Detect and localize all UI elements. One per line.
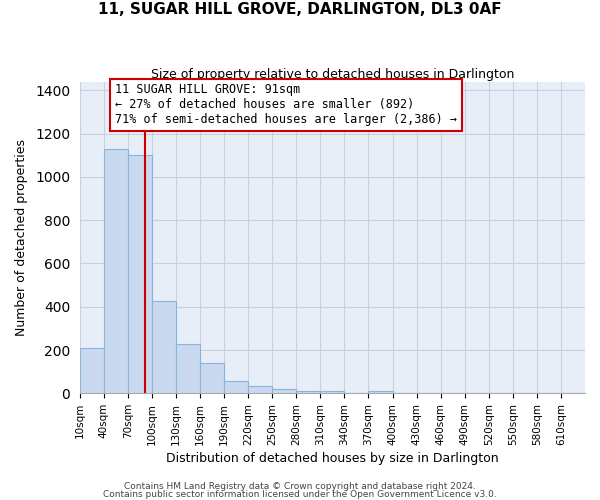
- Bar: [368, 391, 392, 394]
- Text: Contains public sector information licensed under the Open Government Licence v3: Contains public sector information licen…: [103, 490, 497, 499]
- Text: Contains HM Land Registry data © Crown copyright and database right 2024.: Contains HM Land Registry data © Crown c…: [124, 482, 476, 491]
- Bar: [224, 382, 248, 394]
- X-axis label: Distribution of detached houses by size in Darlington: Distribution of detached houses by size …: [166, 452, 499, 465]
- Text: 11, SUGAR HILL GROVE, DARLINGTON, DL3 0AF: 11, SUGAR HILL GROVE, DARLINGTON, DL3 0A…: [98, 2, 502, 18]
- Bar: [200, 363, 224, 394]
- Bar: [104, 149, 128, 394]
- Bar: [320, 391, 344, 394]
- Bar: [248, 386, 272, 394]
- Bar: [296, 391, 320, 394]
- Title: Size of property relative to detached houses in Darlington: Size of property relative to detached ho…: [151, 68, 514, 80]
- Bar: [272, 389, 296, 394]
- Text: 11 SUGAR HILL GROVE: 91sqm
← 27% of detached houses are smaller (892)
71% of sem: 11 SUGAR HILL GROVE: 91sqm ← 27% of deta…: [115, 83, 457, 126]
- Bar: [128, 156, 152, 394]
- Bar: [80, 348, 104, 394]
- Y-axis label: Number of detached properties: Number of detached properties: [15, 139, 28, 336]
- Bar: [176, 344, 200, 394]
- Bar: [152, 302, 176, 394]
